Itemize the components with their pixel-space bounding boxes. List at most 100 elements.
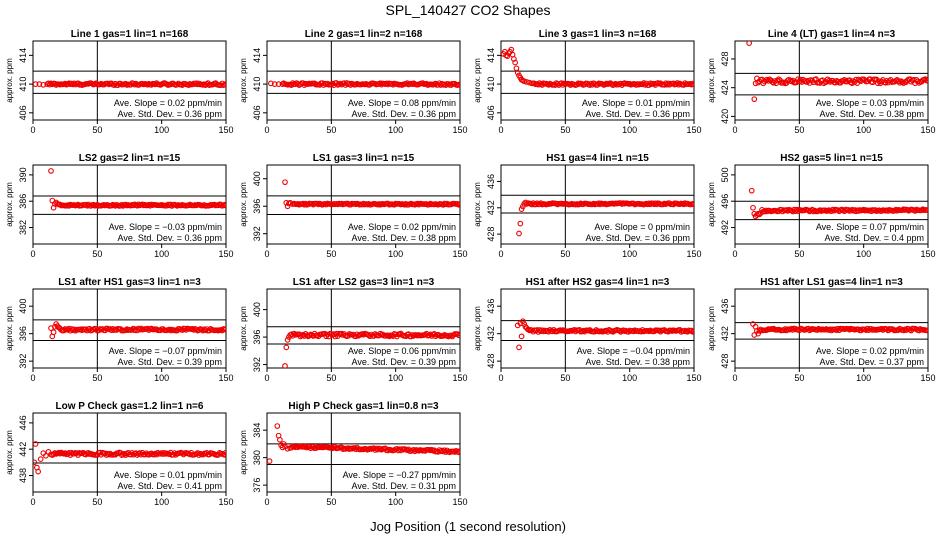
data-point <box>347 82 354 88</box>
data-point <box>295 81 301 87</box>
x-tick-label: 50 <box>560 249 570 259</box>
data-point <box>337 80 344 87</box>
data-point <box>202 327 209 334</box>
panel-title: Line 2 gas=1 lin=2 n=168 <box>305 29 423 40</box>
panel-title: LS1 after HS1 gas=3 lin=1 n=3 <box>58 277 201 288</box>
data-point <box>196 452 202 458</box>
stddev-annotation: Ave. Std. Dev. = 0.4 ppm <box>825 233 924 243</box>
data-point <box>675 81 682 88</box>
x-tick-label: 0 <box>30 125 35 135</box>
data-point <box>554 81 561 87</box>
x-tick-label: 100 <box>622 125 637 135</box>
data-point <box>520 318 526 325</box>
data-point <box>275 81 282 87</box>
data-point <box>523 79 530 85</box>
y-axis-label: approx. ppm <box>5 306 14 351</box>
data-point <box>386 333 393 340</box>
panel-title: HS1 after LS1 gas=4 lin=1 n=3 <box>760 277 903 288</box>
y-tick-label: 392 <box>252 357 262 372</box>
y-tick-label: 436 <box>720 299 730 314</box>
data-point <box>457 332 460 339</box>
data-point <box>378 81 385 88</box>
x-axis-caption: Jog Position (1 second resolution) <box>370 519 566 534</box>
data-point <box>630 200 637 207</box>
x-tick-label: 0 <box>30 497 35 507</box>
data-point <box>788 325 795 332</box>
data-point <box>223 80 226 87</box>
data-point <box>373 445 380 452</box>
data-point <box>688 327 694 334</box>
data-point <box>152 81 159 88</box>
data-point <box>385 81 391 88</box>
panel-title: LS1 after LS2 gas=3 lin=1 n=3 <box>293 277 435 288</box>
data-point <box>918 207 925 214</box>
data-point <box>423 80 430 87</box>
data-point <box>302 443 309 450</box>
panel-title: High P Check gas=1 lin=0.8 n=3 <box>288 401 439 412</box>
data-point <box>595 200 602 207</box>
y-axis-label: approx. ppm <box>239 58 248 103</box>
x-tick-label: 50 <box>92 125 102 135</box>
data-point <box>864 325 871 332</box>
x-tick-label: 100 <box>622 373 637 383</box>
data-point <box>40 81 47 88</box>
y-tick-label: 406 <box>486 105 496 120</box>
data-point <box>52 323 58 330</box>
slope-annotation: Ave. Slope = 0.02 ppm/min <box>816 346 924 356</box>
y-axis-label: approx. ppm <box>473 58 482 103</box>
x-tick-label: 100 <box>388 373 403 383</box>
data-point <box>360 331 367 338</box>
figure-title: SPL_140427 CO2 Shapes <box>385 2 551 18</box>
x-tick-label: 50 <box>560 125 570 135</box>
data-point <box>517 220 524 227</box>
panel-3: Line 3 gas=1 lin=3 n=168 0 50 100 150 406 410 4… <box>473 29 702 135</box>
slope-annotation: Ave. Slope = 0.08 ppm/min <box>348 98 456 108</box>
data-point <box>691 328 694 335</box>
data-point <box>302 200 309 207</box>
data-point <box>57 450 63 457</box>
data-points <box>48 321 226 340</box>
x-tick-label: 50 <box>326 497 336 507</box>
data-point <box>181 325 188 332</box>
data-point <box>670 80 677 87</box>
data-point <box>52 200 58 207</box>
data-point <box>300 331 306 338</box>
panel-frame <box>500 40 695 121</box>
slope-annotation: Ave. Slope = 0.02 ppm/min <box>114 98 222 108</box>
panel-title: Line 3 gas=1 lin=3 n=168 <box>539 29 657 40</box>
data-point <box>50 329 57 336</box>
data-point <box>455 449 460 456</box>
data-point <box>444 200 450 207</box>
y-tick-label: 500 <box>720 167 730 182</box>
data-points <box>748 187 928 220</box>
data-points <box>268 80 460 89</box>
panel-frame <box>32 40 227 121</box>
data-point <box>223 449 226 456</box>
data-point <box>185 82 192 88</box>
data-point <box>602 81 609 88</box>
data-point <box>608 81 615 88</box>
data-point <box>689 80 694 87</box>
y-axis-label: approx. ppm <box>473 306 482 351</box>
data-point <box>291 330 297 337</box>
data-point <box>383 80 390 87</box>
data-point <box>847 207 854 214</box>
data-point <box>277 436 283 443</box>
data-point <box>282 363 288 368</box>
data-point <box>516 344 522 351</box>
x-tick-label: 150 <box>686 249 701 259</box>
x-tick-label: 50 <box>326 249 336 259</box>
data-point <box>297 81 304 88</box>
data-point <box>656 327 663 334</box>
data-point <box>454 200 460 207</box>
x-tick-label: 0 <box>30 373 35 383</box>
y-tick-label: 406 <box>252 105 262 120</box>
data-point <box>388 80 395 87</box>
panel-5: LS2 gas=2 lin=1 n=15 0 50 100 150 382 386 390 ap… <box>5 153 234 259</box>
x-tick-label: 100 <box>154 373 169 383</box>
y-axis-label: approx. ppm <box>707 306 716 351</box>
data-point <box>174 81 180 88</box>
panel-frame <box>734 40 929 121</box>
data-point <box>783 327 790 334</box>
